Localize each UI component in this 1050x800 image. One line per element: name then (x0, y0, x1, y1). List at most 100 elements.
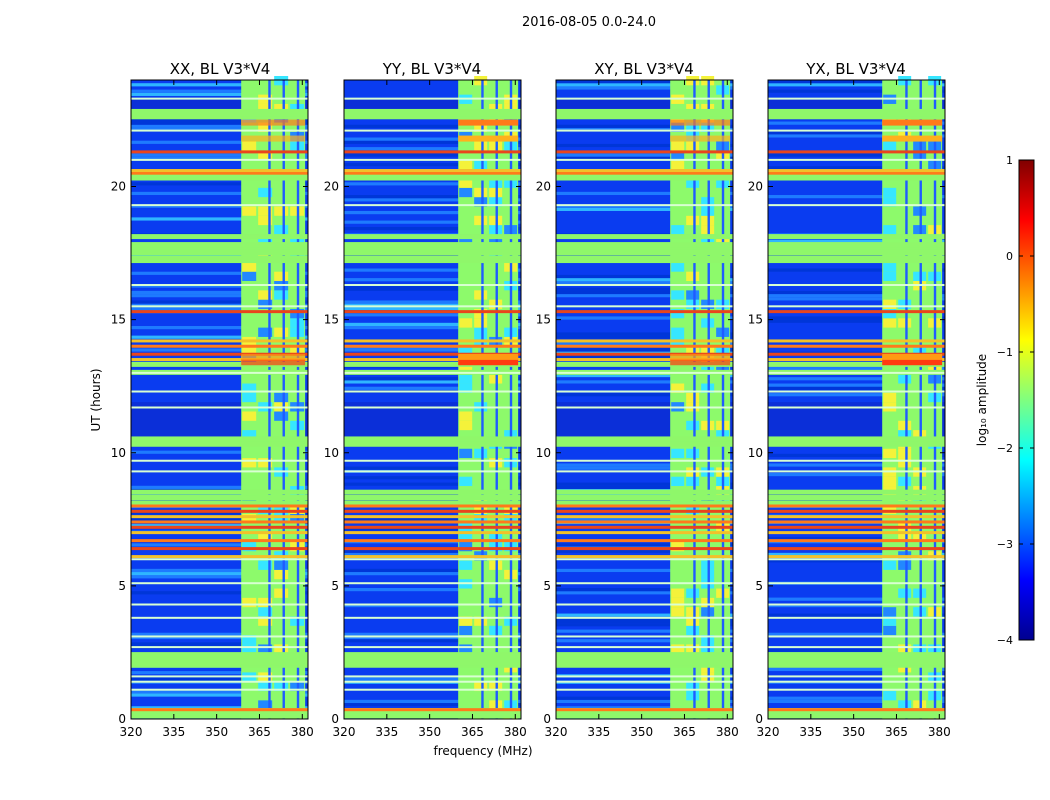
noise-row (131, 632, 308, 636)
rfi-line (556, 662, 733, 668)
rfi-band-texture (274, 392, 289, 403)
noise-row (131, 326, 308, 330)
rfi-band-texture (686, 76, 700, 86)
rfi-line (556, 108, 733, 114)
noise-row (344, 137, 521, 141)
hot-line (768, 520, 945, 524)
noise-row (556, 623, 733, 627)
noise-row (131, 294, 308, 298)
noise-row (131, 348, 308, 352)
rfi-band-texture (459, 616, 473, 626)
rfi-band-texture (459, 411, 473, 421)
rfi-band-texture (474, 215, 488, 226)
noise-row (556, 568, 733, 573)
bright-line (131, 603, 308, 606)
rfi-line (344, 652, 521, 658)
rfi-line (344, 255, 521, 261)
band-hotspot (670, 359, 731, 366)
hot-line (344, 525, 521, 529)
bright-line (131, 558, 308, 561)
rfi-band-texture (898, 420, 912, 431)
noise-row (131, 290, 308, 295)
rfi-band-texture (258, 122, 273, 132)
rfi-band-texture (686, 122, 700, 132)
noise-row (768, 89, 945, 93)
noise-row (556, 290, 733, 295)
hot-line (556, 339, 733, 343)
rfi-band-texture (274, 681, 289, 692)
rfi-line (556, 710, 733, 716)
noise-row (131, 511, 308, 515)
rfi-band-texture (258, 215, 273, 226)
rfi-band-texture (258, 597, 273, 608)
noise-row (131, 572, 308, 576)
noise-row (344, 572, 521, 576)
hot-line (556, 310, 733, 314)
hot-line (131, 708, 308, 712)
rfi-band-texture (242, 262, 257, 272)
bright-line (768, 284, 945, 287)
noise-row (768, 648, 945, 652)
noise-row (131, 284, 308, 288)
rfi-band-texture (459, 448, 473, 459)
rfi-band-texture (686, 392, 700, 403)
hot-line (344, 531, 521, 535)
rfi-line (344, 108, 521, 114)
band-hotspot (882, 135, 943, 142)
noise-row (556, 482, 733, 486)
rfi-band-texture (883, 197, 897, 207)
quiet-block (768, 98, 945, 110)
hot-line (344, 358, 521, 362)
rfi-band-texture (274, 271, 289, 282)
rfi-band-texture (459, 625, 473, 636)
rfi-band-texture (459, 318, 473, 328)
noise-row (344, 380, 521, 384)
noise-row (131, 575, 308, 579)
noise-row (768, 131, 945, 135)
bright-line (131, 305, 308, 308)
bright-line (556, 688, 733, 691)
noise-row (768, 153, 945, 157)
rfi-line (131, 114, 308, 120)
rfi-line (344, 713, 521, 719)
noise-row (344, 482, 521, 486)
x-tick-label: 380 (504, 725, 527, 739)
rfi-band-texture (474, 187, 488, 198)
rfi-band-texture (883, 691, 897, 701)
rfi-line (556, 111, 733, 117)
rfi-band-texture (258, 458, 273, 468)
rfi-band-texture (459, 364, 473, 375)
rfi-band-texture (258, 327, 273, 337)
noise-row (131, 127, 308, 132)
noise-row (556, 316, 733, 320)
bright-line (344, 603, 521, 606)
panel-title: YX, BL V3*V4 (805, 60, 906, 78)
rfi-band-texture (242, 392, 257, 403)
hot-line (556, 504, 733, 508)
rfi-band-texture (258, 616, 273, 626)
rfi-band-texture (274, 103, 289, 114)
rfi-band-texture (898, 532, 912, 542)
rfi-band-texture (274, 411, 289, 421)
band-gap (721, 80, 725, 719)
bright-line (768, 558, 945, 561)
noise-row (556, 463, 733, 467)
noise-row (344, 322, 521, 327)
bright-line (556, 305, 733, 308)
noise-row (131, 217, 308, 221)
hot-line (131, 520, 308, 524)
rfi-line (556, 361, 733, 367)
y-axis-label: UT (hours) (89, 368, 103, 431)
rfi-band-texture (686, 141, 700, 151)
bright-line (768, 603, 945, 606)
rfi-band-texture (671, 262, 685, 272)
band-gap (509, 80, 513, 719)
rfi-line (131, 234, 308, 240)
noise-row (131, 543, 308, 547)
noise-row (131, 591, 308, 595)
hot-line (131, 352, 308, 356)
band-hotspot (241, 353, 306, 360)
rfi-band-texture (671, 448, 685, 459)
noise-row (344, 313, 521, 317)
panel-yx: YX, BL V3*V4 320 335 350 365 380 0 5 10 15 20 (748, 60, 951, 739)
